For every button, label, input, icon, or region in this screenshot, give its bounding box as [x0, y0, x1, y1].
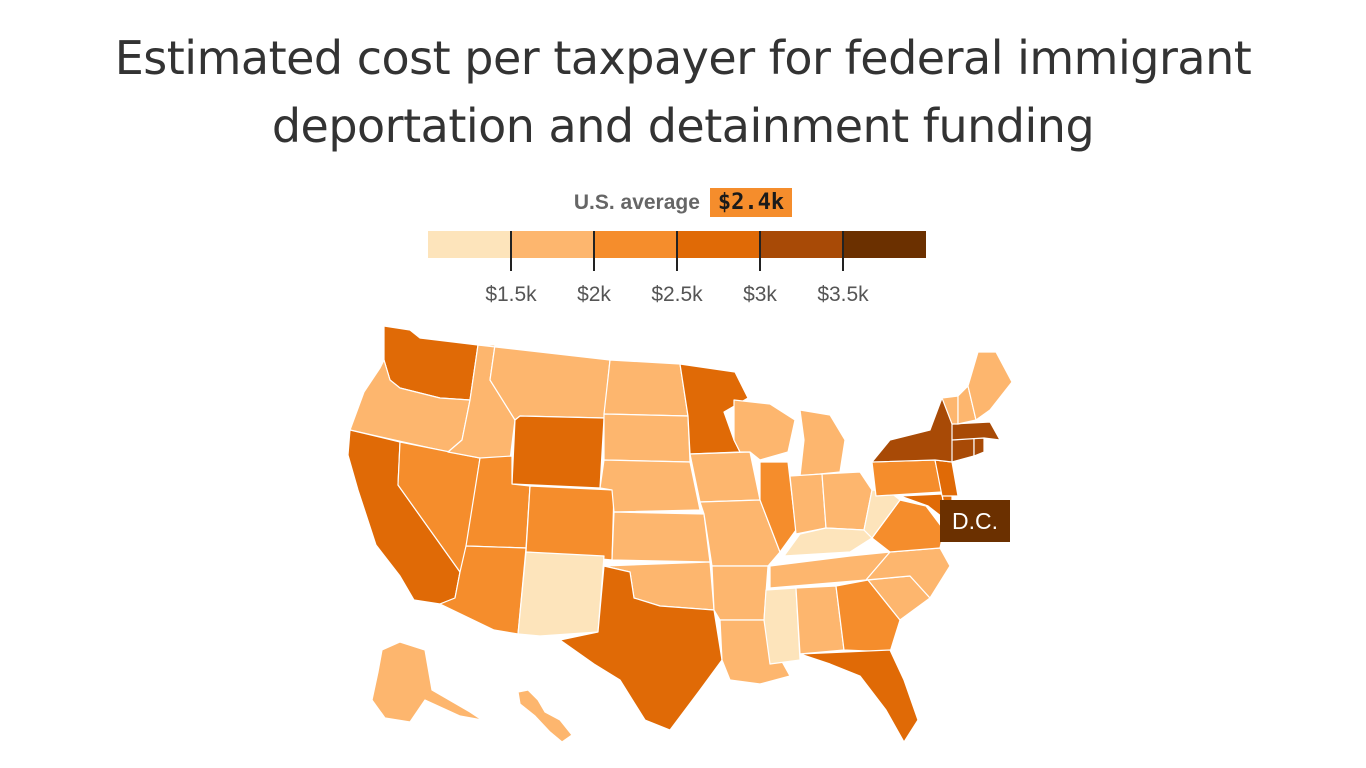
scale-tick-label: $3k	[743, 283, 777, 306]
state-wy	[511, 415, 605, 489]
state-ne	[599, 459, 701, 513]
state-mi	[799, 409, 846, 477]
state-me	[967, 351, 1013, 421]
state-ak	[371, 641, 483, 723]
scale-tick-mark	[510, 231, 512, 271]
scale-tick-label: $1.5k	[485, 283, 537, 306]
state-ri	[973, 437, 985, 457]
scale-bin-1	[428, 231, 511, 258]
scale-tick-label: $2.5k	[651, 283, 703, 306]
scale-tick-mark	[759, 231, 761, 271]
state-wv	[863, 489, 901, 539]
dc-label: D.C.	[940, 500, 1010, 542]
us-average: U.S. average $2.4k	[0, 188, 1366, 217]
title-line-2: deportation and detainment funding	[271, 99, 1095, 153]
state-ga	[835, 579, 901, 653]
state-tx	[559, 565, 723, 731]
state-ct	[951, 437, 975, 463]
scale-bin-2	[511, 231, 594, 258]
scale-tick-mark	[676, 231, 678, 271]
scale-bin-3	[594, 231, 677, 258]
scale-tick-label: $2k	[577, 283, 611, 306]
state-nm	[517, 551, 605, 637]
state-ms	[763, 587, 801, 665]
state-wi	[733, 399, 796, 461]
scale-tick-mark	[593, 231, 595, 271]
state-ma	[951, 421, 1001, 441]
state-ar	[711, 565, 769, 621]
chart-title: Estimated cost per taxpayer for federal …	[0, 24, 1366, 160]
scale-bin-5	[760, 231, 843, 258]
state-il	[759, 461, 797, 553]
state-hi	[517, 689, 573, 743]
scale-tick-mark	[842, 231, 844, 271]
state-co	[525, 485, 615, 561]
scale-bin-4	[677, 231, 760, 258]
us-average-value: $2.4k	[709, 188, 793, 217]
state-oh	[821, 471, 873, 531]
scale-tick-label: $3.5k	[817, 283, 869, 306]
state-nd	[603, 359, 689, 417]
us-average-label: U.S. average	[573, 190, 700, 214]
state-sd	[603, 413, 691, 463]
state-ia	[689, 451, 761, 503]
state-pa	[871, 459, 943, 497]
state-in	[789, 473, 827, 535]
title-line-1: Estimated cost per taxpayer for federal …	[114, 31, 1252, 85]
state-ks	[611, 511, 711, 563]
state-fl	[799, 649, 919, 743]
scale-bin-6	[843, 231, 926, 258]
color-scale	[428, 231, 926, 258]
